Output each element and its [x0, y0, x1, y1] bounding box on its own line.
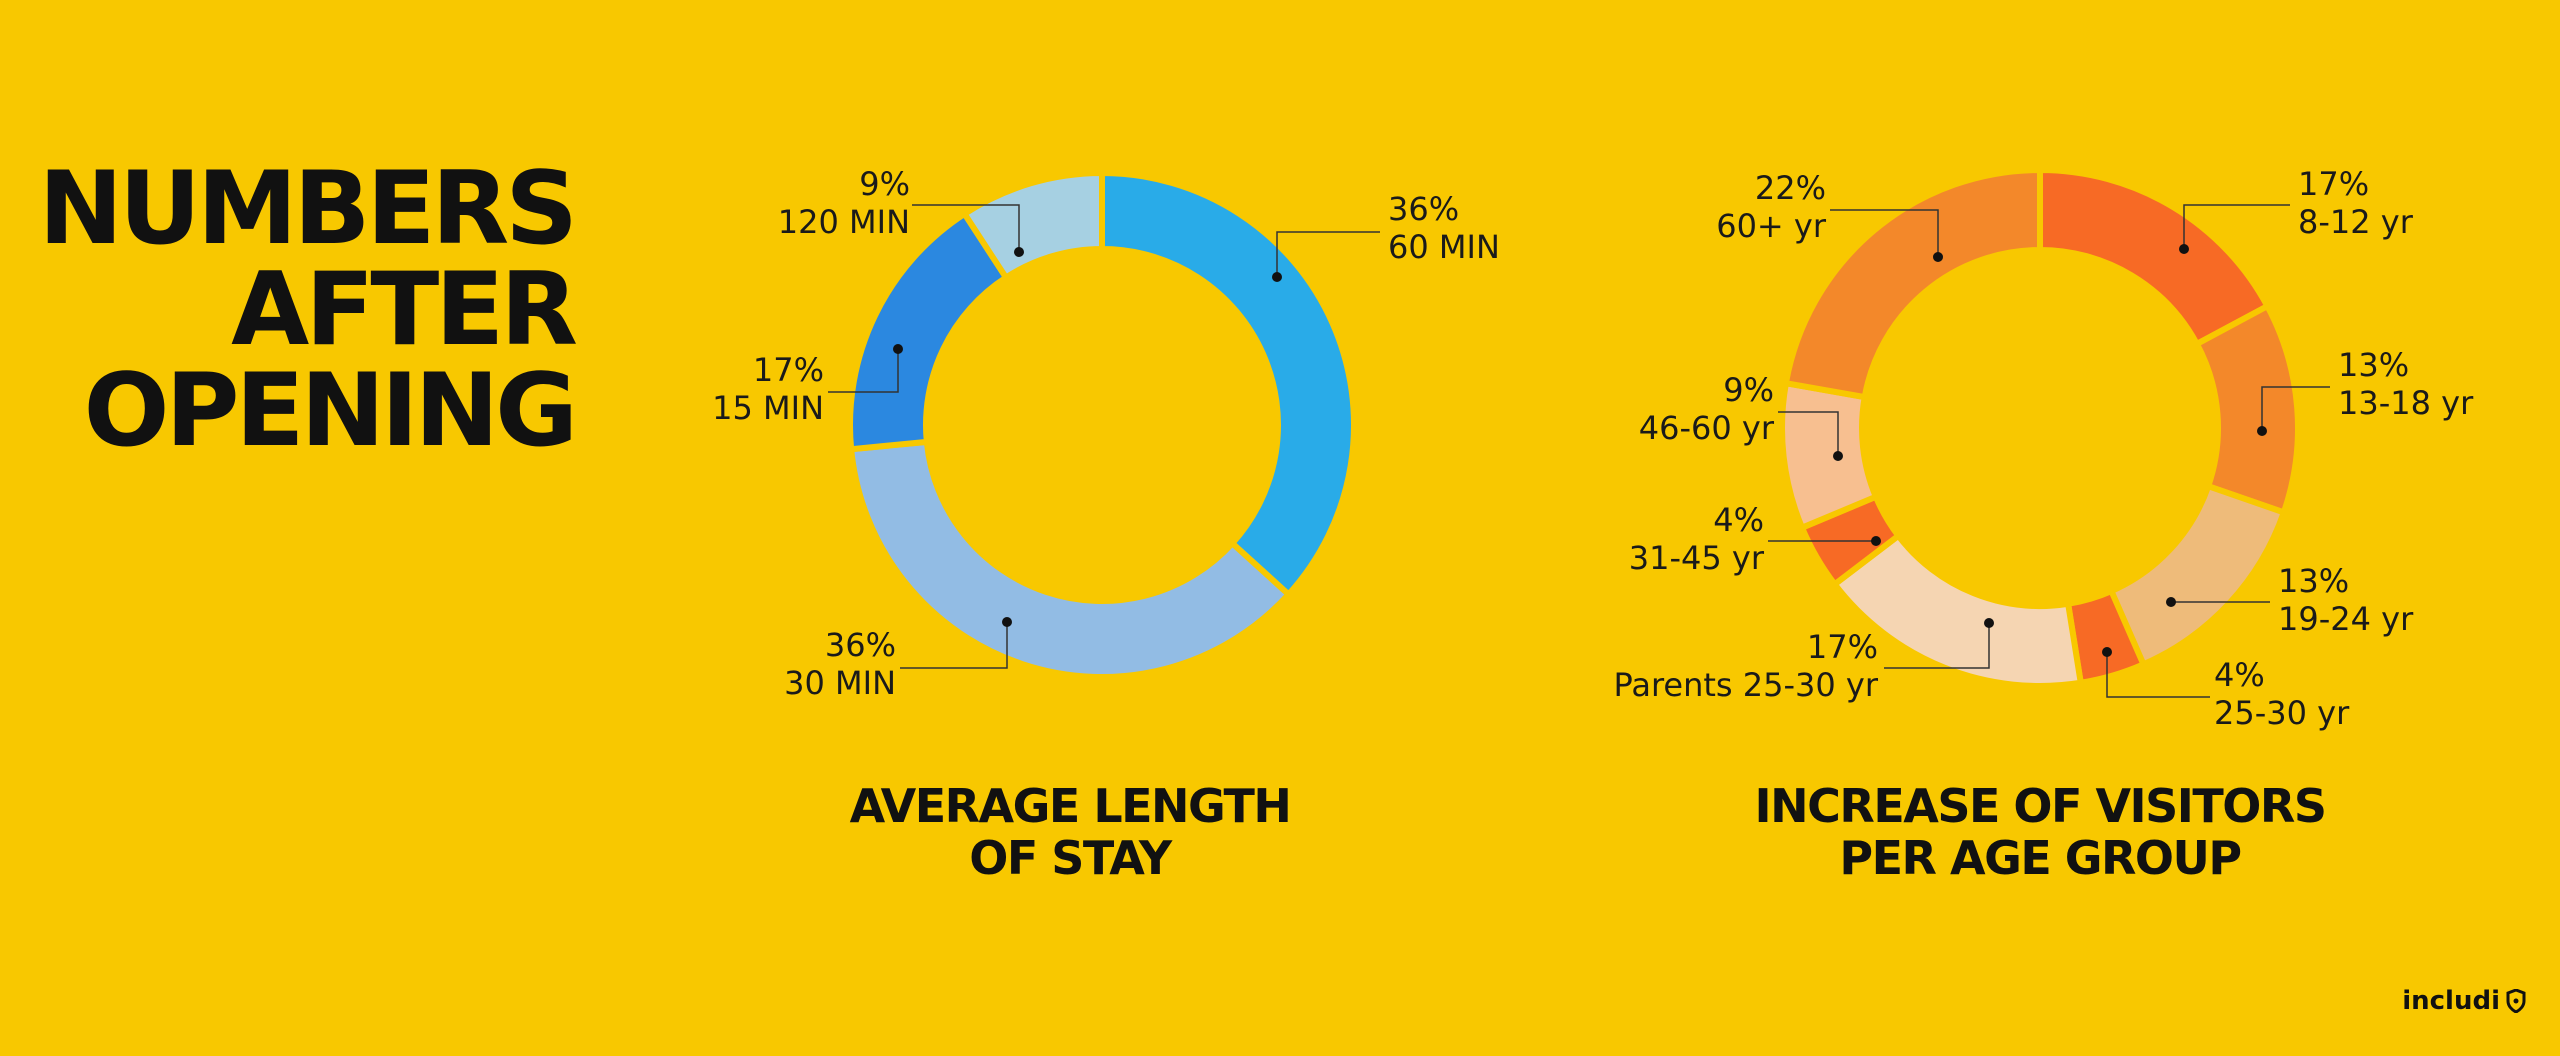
logo-text: includi: [2402, 986, 2500, 1016]
slice-label-age-7: 60+ yr: [1716, 207, 1827, 245]
slice-percent-age-6: 9%: [1723, 371, 1774, 409]
donut-slice-stay-3: [960, 169, 1105, 282]
slice-label-stay-2: 15 MIN: [712, 389, 824, 427]
slice-label-stay-1: 30 MIN: [784, 664, 896, 702]
slice-percent-stay-2: 17%: [753, 351, 824, 389]
shield-icon: [2506, 989, 2526, 1013]
callout-line-age-3: [2106, 652, 2210, 698]
slice-percent-age-1: 13%: [2338, 346, 2409, 384]
callout-dot-stay-3: [1014, 247, 1024, 257]
page-title: NUMBERS AFTER OPENING: [38, 149, 578, 469]
callout-dot-stay-2: [893, 344, 903, 354]
callout-dot-stay-0: [1272, 272, 1282, 282]
slice-label-age-5: 31-45 yr: [1629, 539, 1765, 577]
donut-slice-stay-2: [847, 209, 1011, 453]
title-line-2: AFTER: [231, 250, 578, 368]
title-line-1: NUMBERS: [38, 149, 578, 267]
callout-line-age-1: [2261, 386, 2330, 431]
chart-title-stay-line-1: AVERAGE LENGTH: [849, 779, 1292, 833]
callout-line-age-4: [1884, 623, 1990, 669]
callout-line-age-7: [1830, 209, 1939, 257]
slice-percent-age-7: 22%: [1755, 169, 1826, 207]
donut-slice-age-1: [2192, 302, 2301, 517]
callout-line-age-0: [2183, 204, 2290, 249]
slice-percent-stay-1: 36%: [825, 626, 896, 664]
slice-percent-stay-3: 9%: [859, 165, 910, 203]
callout-line-stay-0: [1276, 231, 1380, 277]
callout-dot-age-7: [1933, 252, 1943, 262]
callout-dot-age-5: [1871, 536, 1881, 546]
chart-title-stay: AVERAGE LENGTH OF STAY: [780, 780, 1360, 884]
donut-slice-age-2: [2107, 482, 2288, 669]
slice-label-stay-3: 120 MIN: [778, 203, 910, 241]
callout-dot-stay-1: [1002, 617, 1012, 627]
chart-title-age-line-1: INCREASE OF VISITORS: [1754, 779, 2327, 833]
donut-slice-age-0: [2037, 166, 2272, 348]
callout-line-stay-2: [828, 349, 899, 393]
callout-dot-age-6: [1833, 451, 1843, 461]
slice-percent-age-3: 4%: [2214, 656, 2265, 694]
chart-title-age: INCREASE OF VISITORS PER AGE GROUP: [1700, 780, 2380, 884]
slice-percent-age-4: 17%: [1807, 628, 1878, 666]
callout-line-stay-3: [912, 204, 1020, 252]
callout-line-stay-1: [900, 622, 1008, 669]
callout-line-age-6: [1778, 411, 1839, 456]
brand-logo: includi: [2402, 986, 2526, 1016]
callout-dot-age-2: [2166, 597, 2176, 607]
slice-label-age-0: 8-12 yr: [2298, 203, 2414, 241]
chart-title-age-line-2: PER AGE GROUP: [1839, 831, 2242, 885]
slice-percent-age-2: 13%: [2278, 562, 2349, 600]
slice-label-age-6: 46-60 yr: [1639, 409, 1775, 447]
slice-label-age-2: 19-24 yr: [2278, 600, 2414, 638]
slice-label-stay-0: 60 MIN: [1388, 228, 1500, 266]
donut-slice-stay-1: [847, 438, 1293, 680]
donut-slice-stay-0: [1099, 169, 1357, 599]
slice-label-age-3: 25-30 yr: [2214, 694, 2350, 732]
slice-percent-stay-0: 36%: [1388, 190, 1459, 228]
slice-label-age-1: 13-18 yr: [2338, 384, 2474, 422]
slice-label-age-4: Parents 25-30 yr: [1613, 666, 1878, 704]
chart-title-stay-line-2: OF STAY: [969, 831, 1172, 885]
callout-dot-age-4: [1984, 618, 1994, 628]
callout-dot-age-1: [2257, 426, 2267, 436]
slice-percent-age-0: 17%: [2298, 165, 2369, 203]
callout-dot-age-0: [2179, 244, 2189, 254]
donut-slice-age-7: [1782, 166, 2043, 401]
callout-dot-age-3: [2102, 647, 2112, 657]
slice-percent-age-5: 4%: [1713, 501, 1764, 539]
title-line-3: OPENING: [83, 351, 578, 469]
